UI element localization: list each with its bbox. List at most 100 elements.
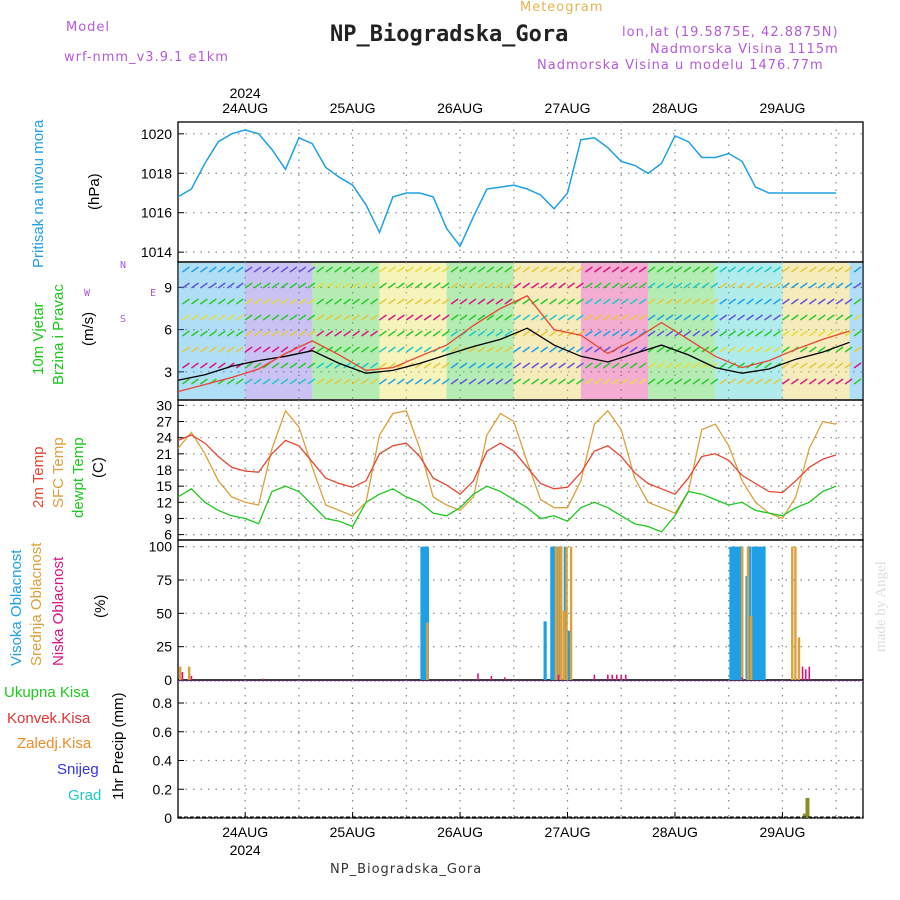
wind-barb (271, 314, 280, 321)
wind-barb (298, 330, 307, 337)
wind-barb (826, 298, 835, 305)
wind-barb (226, 330, 235, 337)
wind-barb (764, 330, 772, 337)
wind-barb (719, 362, 728, 369)
wind-barb (334, 314, 343, 321)
wind-barb (683, 266, 692, 273)
wind-barb (253, 346, 262, 353)
wind-speed-series (177, 327, 850, 381)
wind-barb (683, 362, 692, 369)
wind-barb (379, 362, 387, 369)
wind-barb (441, 330, 450, 337)
wind-barb (665, 378, 674, 385)
wind-barb (808, 346, 817, 353)
wind-barb (199, 266, 208, 273)
wind-barb (199, 298, 208, 305)
wind-barb (674, 314, 683, 321)
wind-barb (790, 378, 799, 385)
wind-barb (728, 314, 737, 321)
wind-barb (531, 282, 540, 289)
ytick-label: 27 (156, 414, 172, 430)
wind-barb (217, 362, 226, 369)
wind-barb (217, 266, 226, 273)
wind-barb (549, 298, 558, 305)
wind-barb (244, 362, 253, 369)
wind-barb (620, 346, 629, 353)
wind-barb (325, 266, 334, 273)
wind-barb (298, 378, 307, 385)
wind-barb (567, 298, 575, 305)
wind-barb (208, 362, 217, 369)
wind-barb (710, 266, 719, 273)
wind-barb (450, 314, 459, 321)
wind-barb (531, 378, 540, 385)
ytick-label: 1016 (141, 205, 172, 221)
wind-barb (379, 378, 387, 385)
wind-barb (182, 282, 190, 289)
wind-barb (199, 330, 208, 337)
wind-barb (477, 314, 486, 321)
wind-barb (217, 314, 226, 321)
wind-barb (334, 266, 343, 273)
wind-barb (602, 282, 611, 289)
year-label-top: 2024 (230, 85, 261, 101)
wind-barb (799, 314, 808, 321)
wind-barb (522, 346, 531, 353)
wind-barb (405, 378, 414, 385)
wind-barb (755, 362, 763, 369)
wind-barb (361, 314, 369, 321)
wind-barb (253, 314, 262, 321)
wind-barb (226, 282, 235, 289)
wind-barb (531, 346, 540, 353)
wind-barb (737, 266, 746, 273)
wind-barb (370, 362, 378, 369)
wind-barb (719, 330, 728, 337)
wind-barb (370, 346, 378, 353)
wind-barb (271, 266, 280, 273)
ytick-label: 6 (164, 527, 172, 543)
wind-barb (656, 330, 665, 337)
wind-barb (764, 314, 772, 321)
mid-cloud-bar (791, 546, 794, 680)
wind-barb (692, 298, 701, 305)
wind-barb (235, 378, 244, 385)
wind-barb (513, 282, 522, 289)
low-cloud-bar (262, 678, 264, 680)
wind-barb (746, 314, 755, 321)
wind-barb (647, 378, 656, 385)
wind-barb (280, 362, 289, 369)
wind-barb (414, 314, 423, 321)
low-cloud-bar (181, 672, 184, 680)
wind-barb (799, 330, 808, 337)
wind-barb (226, 298, 235, 305)
wind-barb (558, 266, 566, 273)
wind-barb (235, 330, 244, 337)
wind-barb (755, 378, 763, 385)
wind-barb (486, 362, 495, 369)
ytick-label: 0.8 (153, 695, 173, 711)
wind-barb (388, 346, 396, 353)
wind-barb (764, 282, 772, 289)
wind-barb (262, 314, 271, 321)
wind-barb (495, 314, 504, 321)
wind-barb (764, 298, 772, 305)
wind-barb (280, 314, 289, 321)
high-cloud-bar (762, 546, 766, 680)
wind-barb (620, 282, 629, 289)
wind-barb (629, 314, 638, 321)
wind-barb (405, 282, 414, 289)
wind-barb-band (527, 263, 541, 399)
wind-barb (298, 346, 307, 353)
wind-barb (835, 346, 844, 353)
wind-barb (540, 266, 549, 273)
wind-barb (620, 266, 629, 273)
wind-barb (799, 362, 808, 369)
wind-barb (396, 330, 405, 337)
wind-barb (808, 378, 817, 385)
wind-barb (414, 346, 423, 353)
wind-barb (701, 378, 710, 385)
wind-barb (576, 378, 584, 385)
wind-barb (325, 314, 334, 321)
wind-barb (683, 298, 692, 305)
